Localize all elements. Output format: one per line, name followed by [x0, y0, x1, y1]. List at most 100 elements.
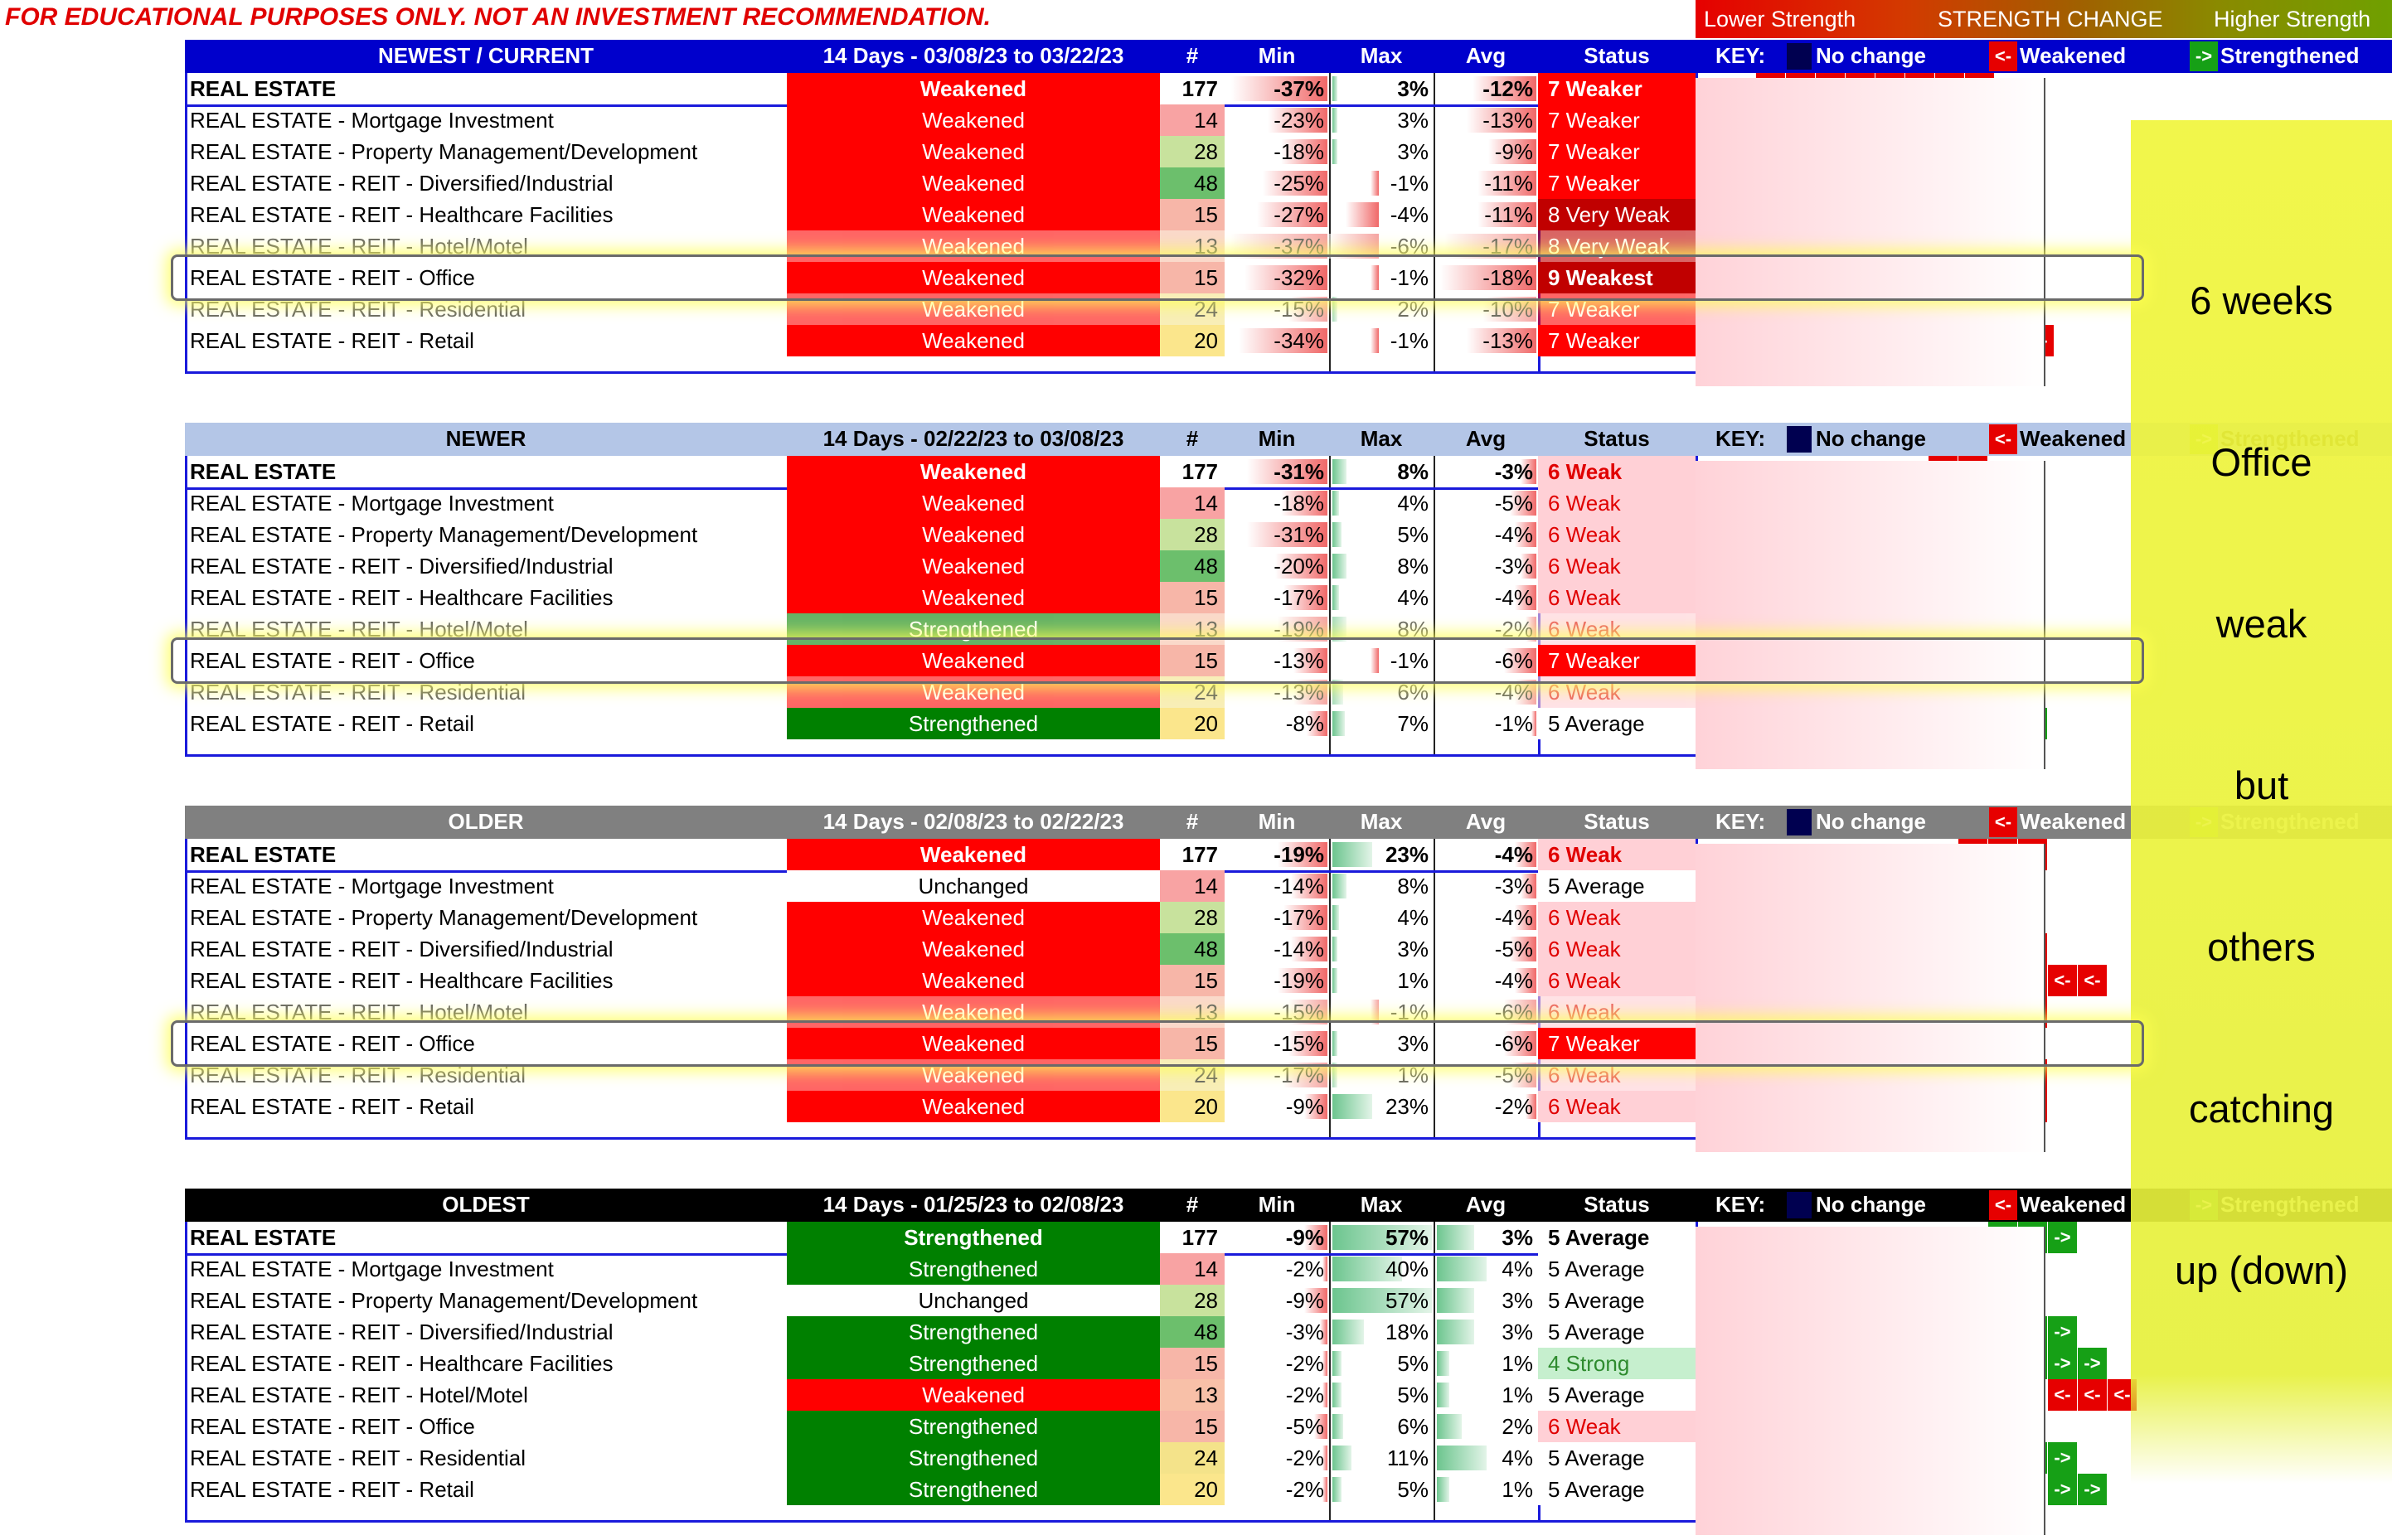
row-name: REAL ESTATE - Mortgage Investment — [190, 874, 554, 898]
max-cell: 3% — [1329, 136, 1434, 167]
table-row: REAL ESTATE - REIT - Retail Weakened 20 -9%… — [185, 1091, 1696, 1122]
change-cell: Strengthened — [787, 1442, 1160, 1474]
max-bar — [1371, 265, 1379, 290]
row-name: REAL ESTATE - REIT - Residential — [190, 680, 526, 705]
max-value: -1% — [1390, 265, 1429, 290]
avg-value: -11% — [1484, 202, 1533, 227]
count-cell: 48 — [1160, 167, 1225, 199]
max-bar — [1332, 522, 1342, 547]
key-label: KEY: — [1715, 43, 1766, 68]
avg-cell: -6% — [1434, 645, 1538, 676]
max-value: 8% — [1397, 874, 1429, 898]
max-value: 23% — [1385, 842, 1429, 867]
max-cell: -4% — [1329, 199, 1434, 230]
min-bar — [1275, 554, 1327, 579]
min-cell: -8% — [1225, 708, 1329, 739]
count-cell: 28 — [1160, 136, 1225, 167]
avg-cell: -3% — [1434, 550, 1538, 582]
max-value: 4% — [1397, 905, 1429, 930]
min-bar — [1246, 522, 1327, 547]
min-cell: -2% — [1225, 1348, 1329, 1379]
column-divider — [185, 456, 187, 754]
max-cell: -1% — [1329, 262, 1434, 293]
change-cell: Weakened — [787, 199, 1160, 230]
min-cell: -5% — [1225, 1411, 1329, 1442]
overlay-text: up (down) — [2175, 1248, 2348, 1292]
status-cell: 6 Weak — [1538, 487, 1696, 519]
avg-bar — [1515, 522, 1536, 547]
legend-center: STRENGTH CHANGE — [1938, 7, 2163, 31]
max-value: 3% — [1397, 1031, 1429, 1056]
section-title: NEWER — [445, 426, 526, 451]
column-divider — [1434, 73, 1435, 371]
table-row: REAL ESTATE - REIT - Healthcare Faciliti… — [185, 1348, 1696, 1379]
band-shade — [1696, 1227, 2044, 1535]
min-bar — [1257, 202, 1327, 227]
max-cell: 4% — [1329, 902, 1434, 933]
min-value: -14% — [1274, 874, 1324, 898]
row-name: REAL ESTATE - REIT - Office — [190, 1031, 475, 1056]
max-cell: 11% — [1329, 1442, 1434, 1474]
col-status: Status — [1584, 43, 1650, 68]
weakened-arrow: <- — [2048, 965, 2077, 996]
max-bar — [1371, 328, 1379, 353]
min-cell: -19% — [1225, 839, 1329, 870]
avg-bar — [1437, 1257, 1487, 1281]
col-avg: Avg — [1465, 809, 1507, 834]
count-cell: 15 — [1160, 262, 1225, 293]
change-cell: Strengthened — [787, 1474, 1160, 1505]
period-label: 14 Days - 01/25/23 to 02/08/23 — [822, 1192, 1124, 1217]
key-weakened-swatch: <- — [1989, 807, 2017, 837]
avg-bar — [1437, 1225, 1474, 1250]
max-bar — [1371, 171, 1379, 196]
max-bar — [1332, 108, 1338, 133]
avg-cell: -2% — [1434, 1091, 1538, 1122]
row-name: REAL ESTATE - REIT - Office — [190, 1414, 475, 1439]
table-row: REAL ESTATE - Mortgage Investment Weakene… — [185, 104, 1696, 136]
key-no-change-swatch — [1787, 1192, 1812, 1218]
count-cell: 15 — [1160, 582, 1225, 613]
min-value: -9% — [1285, 1225, 1324, 1250]
avg-value: 3% — [1502, 1320, 1533, 1344]
change-cell: Weakened — [787, 1091, 1160, 1122]
strengthened-arrow: -> — [2048, 1316, 2077, 1348]
avg-cell: -4% — [1434, 519, 1538, 550]
strengthened-arrow: -> — [2048, 1348, 2077, 1379]
key-weakened: Weakened — [2020, 809, 2127, 834]
row-name: REAL ESTATE - Property Management/Develo… — [190, 139, 698, 164]
min-value: -19% — [1274, 968, 1324, 993]
max-value: 6% — [1397, 1414, 1429, 1439]
table-row: REAL ESTATE - REIT - Office Weakened 15 -32… — [185, 262, 1696, 293]
row-name: REAL ESTATE - REIT - Residential — [190, 1063, 526, 1087]
min-bar — [1267, 108, 1327, 133]
column-divider — [185, 1222, 187, 1520]
key-weakened: Weakened — [2020, 1192, 2127, 1217]
avg-cell: 1% — [1434, 1379, 1538, 1411]
min-bar — [1291, 874, 1327, 898]
max-cell: 40% — [1329, 1253, 1434, 1285]
status-cell: 5 Average — [1538, 1253, 1696, 1285]
section-header: OLDEST 14 Days - 01/25/23 to 02/08/23 # Min… — [185, 1189, 2392, 1222]
table-row: REAL ESTATE - REIT - Retail Weakened 20 -34… — [185, 325, 1696, 356]
table-row: REAL ESTATE Weakened 177 -19% 23% -4% 6 Weak — [185, 839, 1696, 870]
table-row: REAL ESTATE - REIT - Healthcare Faciliti… — [185, 965, 1696, 996]
key-weakened-swatch: <- — [1989, 1190, 2017, 1220]
max-value: 8% — [1397, 554, 1429, 579]
min-bar — [1303, 1225, 1327, 1250]
avg-value: 4% — [1502, 1446, 1533, 1470]
min-cell: -9% — [1225, 1285, 1329, 1316]
avg-cell: 3% — [1434, 1222, 1538, 1253]
avg-cell: 4% — [1434, 1442, 1538, 1474]
max-bar — [1332, 617, 1346, 642]
status-cell: 7 Weaker — [1538, 73, 1696, 104]
count-cell: 177 — [1160, 839, 1225, 870]
table-row: REAL ESTATE - REIT - Office Weakened 15 -13… — [185, 645, 1696, 676]
avg-value: -11% — [1484, 171, 1533, 196]
avg-value: -18% — [1482, 265, 1533, 290]
avg-value: -4% — [1494, 585, 1533, 610]
min-cell: -20% — [1225, 550, 1329, 582]
key-strengthened-swatch: -> — [2190, 41, 2218, 71]
avg-cell: -5% — [1434, 933, 1538, 965]
min-bar — [1293, 680, 1327, 705]
avg-bar — [1520, 554, 1536, 579]
